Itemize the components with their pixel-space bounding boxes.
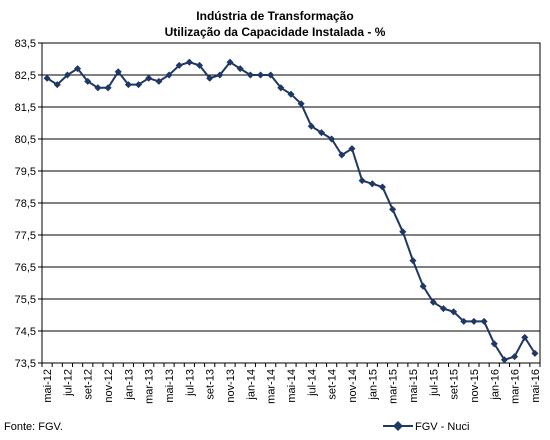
data-point — [175, 61, 183, 69]
y-tick-label: 74,5 — [15, 326, 36, 338]
data-point — [368, 180, 376, 188]
x-tick-label: jan-13 — [123, 369, 135, 401]
x-axis-ticks: mai-12 jul-12 set-12 nov-12 jan-13 mar-13 mai-… — [41, 363, 542, 404]
data-point — [246, 71, 254, 79]
data-point — [195, 61, 204, 69]
y-tick-label: 83,5 — [15, 38, 36, 50]
source-note: Fonte: FGV. — [4, 421, 63, 433]
x-tick-label: jan-14 — [245, 369, 257, 401]
data-point — [63, 71, 71, 79]
x-tick-label: nov-12 — [103, 369, 115, 403]
legend-label: FGV - Nuci — [415, 421, 469, 433]
legend-marker-swatch — [393, 421, 403, 431]
data-point — [389, 205, 397, 213]
data-point — [480, 317, 488, 325]
data-point — [165, 71, 173, 79]
data-point — [348, 145, 356, 153]
data-point — [460, 317, 468, 325]
data-point — [114, 68, 122, 76]
y-tick-label: 73,5 — [15, 358, 36, 370]
data-point — [145, 74, 153, 82]
data-point — [256, 71, 265, 79]
y-tick-label: 80,5 — [15, 134, 36, 146]
data-point — [500, 356, 508, 364]
y-axis-ticks: 83,5 82,5 81,5 80,5 79,5 78,5 77,5 76,5 75,5 74,5… — [15, 38, 42, 370]
y-tick-label: 78,5 — [15, 198, 36, 210]
x-tick-label: mai-16 — [530, 369, 542, 403]
x-tick-label: nov-13 — [225, 369, 237, 403]
data-point — [155, 77, 163, 85]
x-tick-label: mai-12 — [42, 369, 54, 403]
x-tick-label: set-14 — [327, 369, 339, 400]
y-tick-label: 81,5 — [15, 102, 36, 114]
data-point — [307, 122, 315, 130]
data-point — [439, 305, 447, 313]
data-point — [74, 65, 82, 73]
data-point — [267, 71, 275, 79]
chart-subtitle: Utilização da Capacidade Instalada - % — [165, 25, 386, 39]
x-tick-label: jan-16 — [489, 369, 501, 401]
data-point — [429, 298, 437, 306]
data-point — [94, 84, 102, 92]
data-point — [277, 84, 285, 92]
data-point — [104, 84, 112, 92]
x-tick-label: mar-16 — [510, 369, 522, 404]
data-point — [450, 308, 458, 316]
data-point — [297, 100, 305, 108]
x-tick-label: nov-14 — [347, 369, 359, 403]
data-point — [531, 349, 539, 357]
x-tick-label: mai-13 — [164, 369, 176, 403]
y-tick-label: 77,5 — [15, 230, 36, 242]
x-tick-label: mai-15 — [408, 369, 420, 403]
legend: FGV - Nuci — [383, 421, 469, 433]
data-point — [236, 65, 244, 73]
data-point — [317, 129, 326, 137]
data-point — [226, 58, 234, 66]
data-point — [399, 228, 407, 236]
data-point — [206, 74, 214, 82]
data-point — [43, 74, 51, 82]
x-tick-label: mar-13 — [144, 369, 156, 404]
grid-lines — [42, 74, 540, 332]
data-point — [409, 257, 417, 265]
y-tick-label: 75,5 — [15, 294, 36, 306]
chart-title: Indústria de Transformação — [196, 9, 353, 23]
data-point — [124, 81, 132, 89]
y-tick-label: 79,5 — [15, 166, 36, 178]
x-tick-label: set-13 — [205, 369, 217, 400]
x-tick-label: jul-13 — [184, 369, 196, 397]
series-layer — [43, 58, 539, 364]
data-point — [378, 183, 387, 191]
data-point — [185, 58, 193, 66]
data-point — [511, 353, 519, 361]
y-tick-label: 76,5 — [15, 262, 36, 274]
data-point — [216, 71, 224, 79]
data-point — [338, 151, 346, 159]
data-point — [358, 177, 366, 185]
x-tick-label: set-15 — [449, 369, 461, 400]
x-tick-label: set-12 — [83, 369, 95, 400]
x-tick-label: jul-12 — [62, 369, 74, 397]
data-point — [135, 81, 143, 89]
y-tick-label: 82,5 — [15, 70, 36, 82]
data-point — [470, 317, 478, 325]
data-point — [328, 135, 336, 143]
data-point — [521, 333, 529, 341]
data-point — [84, 77, 92, 85]
x-tick-label: mar-15 — [388, 369, 400, 404]
x-tick-label: jan-15 — [367, 369, 379, 401]
x-tick-label: jul-14 — [306, 369, 318, 397]
data-point — [490, 340, 498, 348]
x-tick-label: mar-14 — [266, 369, 278, 404]
data-point — [287, 90, 295, 98]
x-tick-label: mai-14 — [286, 369, 298, 403]
x-tick-label: nov-15 — [469, 369, 481, 403]
x-tick-label: jul-15 — [428, 369, 440, 397]
data-point — [419, 282, 427, 290]
